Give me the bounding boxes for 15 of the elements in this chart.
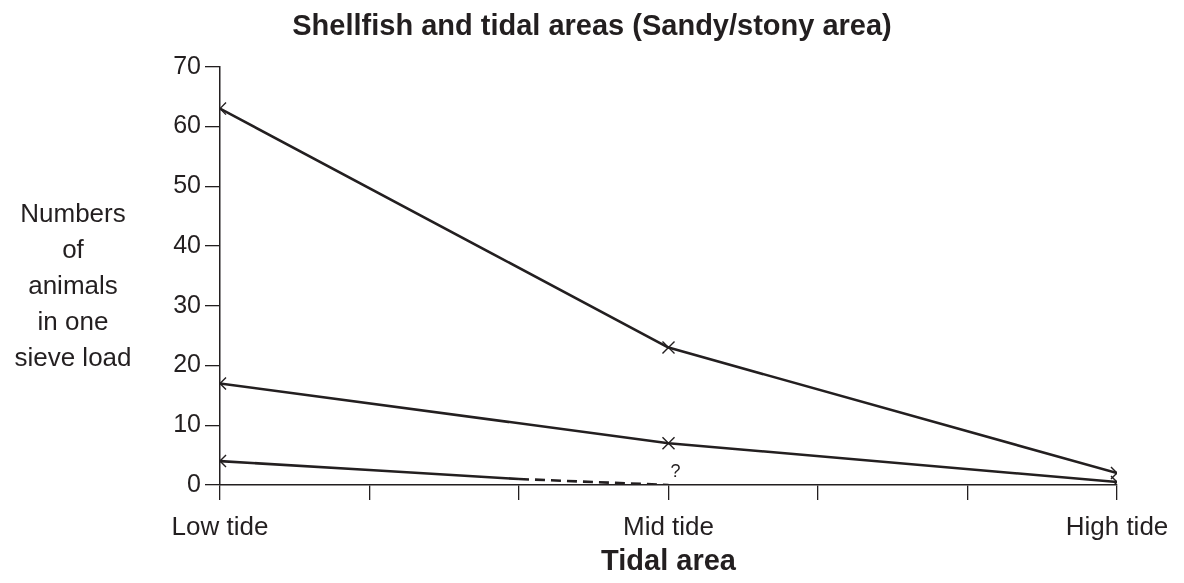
y-tick-label: 40 xyxy=(173,229,201,258)
y-tick-label: 10 xyxy=(173,409,201,438)
y-tick-label: 50 xyxy=(173,170,201,199)
y-tick-label: 0 xyxy=(187,468,201,497)
chart-title: Shellfish and tidal areas (Sandy/stony area) xyxy=(292,9,892,42)
y-tick-label: 60 xyxy=(173,110,201,139)
y-axis-title: Numbers of animals in one sieve load xyxy=(13,197,133,374)
x-tick-label: Low tide xyxy=(171,510,269,541)
x-axis-title: Tidal area xyxy=(601,543,737,576)
annotation: ? xyxy=(670,460,681,481)
x-tick-label: Mid tide xyxy=(622,510,715,541)
y-tick-label: 30 xyxy=(173,289,201,318)
y-tick-label: 70 xyxy=(173,50,201,79)
x-tick-label: High tide xyxy=(1065,510,1169,541)
y-tick-label: 20 xyxy=(173,349,201,378)
